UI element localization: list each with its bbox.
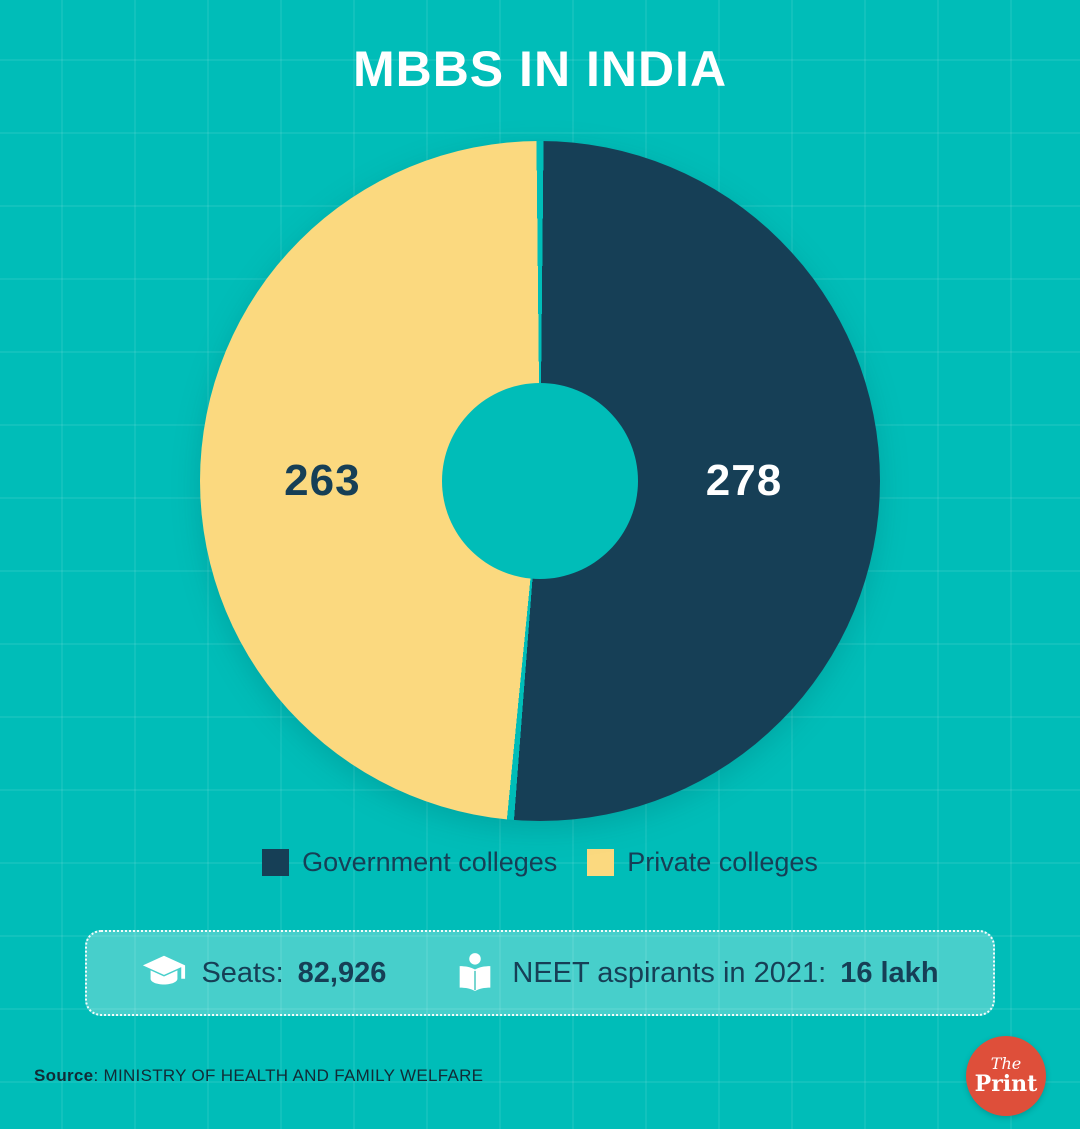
stat-seats-value: 82,926 (297, 956, 387, 989)
source-line: Source: MINISTRY OF HEALTH AND FAMILY WE… (34, 1066, 483, 1086)
stat-neet-aspirants: NEET aspirants in 2021: 16 lakh (452, 950, 939, 996)
legend-item-government: Government colleges (262, 847, 557, 878)
donut-hole (442, 383, 638, 579)
legend-item-private: Private colleges (587, 847, 818, 878)
legend-label-private: Private colleges (627, 847, 818, 877)
theprint-logo: The Print (966, 1036, 1046, 1116)
source-text: : MINISTRY OF HEALTH AND FAMILY WELFARE (93, 1066, 484, 1085)
stat-seats-label: Seats: (201, 956, 284, 989)
stat-seats: Seats: 82,926 (141, 950, 386, 996)
stats-box: Seats: 82,926 NEET aspirants in 2021: 16… (85, 930, 995, 1016)
logo-line1: The (990, 1053, 1022, 1073)
private-colleges-value-label: 263 (284, 456, 361, 505)
legend: Government colleges Private colleges (0, 847, 1080, 878)
person-reading-icon (460, 953, 491, 992)
legend-label-government: Government colleges (302, 847, 558, 877)
government-colleges-value-label: 278 (705, 456, 783, 505)
stat-neet-label: NEET aspirants in 2021: (512, 956, 827, 989)
footer: Source: MINISTRY OF HEALTH AND FAMILY WE… (0, 1023, 1080, 1129)
chart-title: MBBS IN INDIA (352, 41, 728, 97)
graduation-cap-icon (143, 955, 186, 985)
government-color-swatch (262, 849, 290, 876)
donut-chart: 263 278 (200, 141, 880, 821)
logo-line2: Print (974, 1070, 1038, 1097)
source-label: Source (34, 1066, 94, 1085)
private-color-swatch (587, 849, 615, 876)
stat-neet-value: 16 lakh (840, 956, 939, 989)
